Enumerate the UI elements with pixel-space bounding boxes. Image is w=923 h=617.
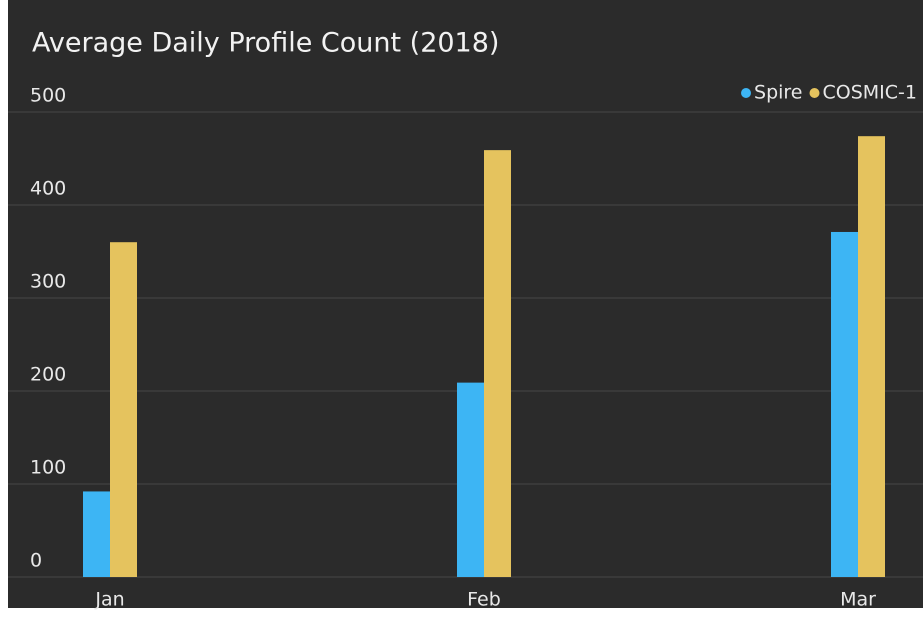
legend-marker [741,88,752,98]
y-tick-label: 0 [30,550,42,572]
x-tick-label: Mar [840,589,876,611]
y-tick-label: 100 [30,457,66,479]
bar [858,136,885,577]
legend-marker [809,88,820,98]
legend-label: Spire [754,82,802,104]
y-tick-label: 500 [30,85,66,107]
bar [484,150,511,577]
y-tick-label: 400 [30,178,66,200]
legend-label: COSMIC-1 [823,82,918,104]
bar [457,382,484,577]
y-tick-label: 300 [30,271,66,293]
bar [83,491,110,577]
bar [831,231,858,577]
bar [110,242,137,577]
chart-title: Average Daily Profile Count (2018) [32,28,499,59]
x-tick-label: Feb [467,589,501,611]
x-tick-label: Jan [94,589,124,611]
y-tick-label: 200 [30,364,66,386]
